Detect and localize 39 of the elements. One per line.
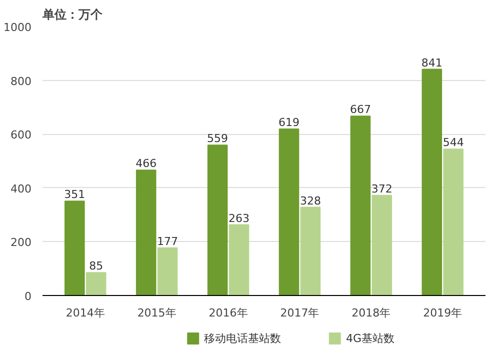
bar bbox=[136, 170, 156, 296]
x-tick-label: 2018年 bbox=[352, 306, 391, 320]
data-label: 85 bbox=[89, 260, 104, 273]
x-tick-label: 2016年 bbox=[208, 306, 248, 320]
data-label: 667 bbox=[350, 103, 371, 116]
data-label: 544 bbox=[442, 136, 464, 150]
bar bbox=[278, 128, 300, 296]
x-tick-label: 2014年 bbox=[66, 306, 105, 320]
data-label: 619 bbox=[278, 116, 300, 129]
data-label: 351 bbox=[64, 188, 86, 202]
legend-label: 4G基站数 bbox=[346, 332, 394, 345]
y-tick-label: 600 bbox=[10, 128, 32, 142]
x-tick-label: 2019年 bbox=[423, 306, 462, 320]
bar bbox=[86, 272, 106, 296]
data-label: 466 bbox=[136, 157, 157, 170]
y-tick-label: 1000 bbox=[4, 21, 32, 34]
data-label: 177 bbox=[157, 234, 178, 248]
x-tick-label: 2015年 bbox=[137, 306, 176, 320]
bar bbox=[422, 68, 442, 296]
bar bbox=[157, 247, 178, 296]
bar bbox=[350, 116, 371, 296]
data-label: 263 bbox=[228, 212, 250, 225]
y-tick-label: 400 bbox=[10, 182, 32, 196]
data-label: 328 bbox=[300, 194, 321, 208]
y-tick-label: 200 bbox=[10, 236, 32, 250]
bar bbox=[207, 144, 228, 296]
bar bbox=[64, 200, 85, 296]
data-label: 559 bbox=[207, 132, 228, 146]
bar bbox=[372, 194, 392, 296]
data-label: 841 bbox=[421, 56, 442, 70]
bar bbox=[228, 224, 250, 296]
data-label: 372 bbox=[371, 182, 392, 196]
x-tick-label: 2017年 bbox=[280, 306, 320, 320]
y-tick-label: 800 bbox=[10, 74, 32, 88]
y-axis-title: 单位：万个 bbox=[42, 8, 104, 22]
bar bbox=[300, 206, 321, 296]
bar bbox=[443, 148, 464, 296]
legend-label: 移动电话基站数 bbox=[204, 332, 282, 345]
y-tick-label: 0 bbox=[24, 290, 32, 303]
